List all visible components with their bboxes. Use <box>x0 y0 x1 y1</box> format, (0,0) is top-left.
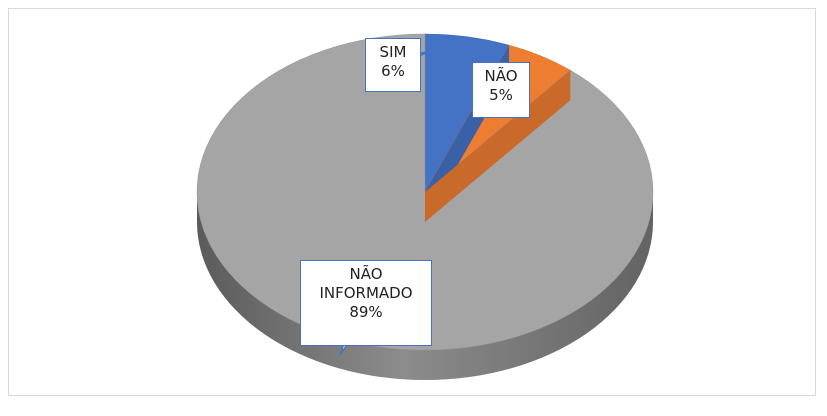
label-value: 5% <box>489 86 513 104</box>
label-value: 89% <box>349 303 383 321</box>
label-category: NÃO <box>484 67 518 85</box>
label-category: NÃO INFORMADO <box>319 265 413 302</box>
data-label: SIM 6% <box>365 38 421 92</box>
label-value: 6% <box>381 62 405 80</box>
chart-frame <box>8 8 816 396</box>
data-label: NÃO 5% <box>472 62 530 118</box>
data-label: NÃO INFORMADO 89% <box>300 260 432 346</box>
label-category: SIM <box>379 43 407 61</box>
pie-wall <box>425 70 571 222</box>
